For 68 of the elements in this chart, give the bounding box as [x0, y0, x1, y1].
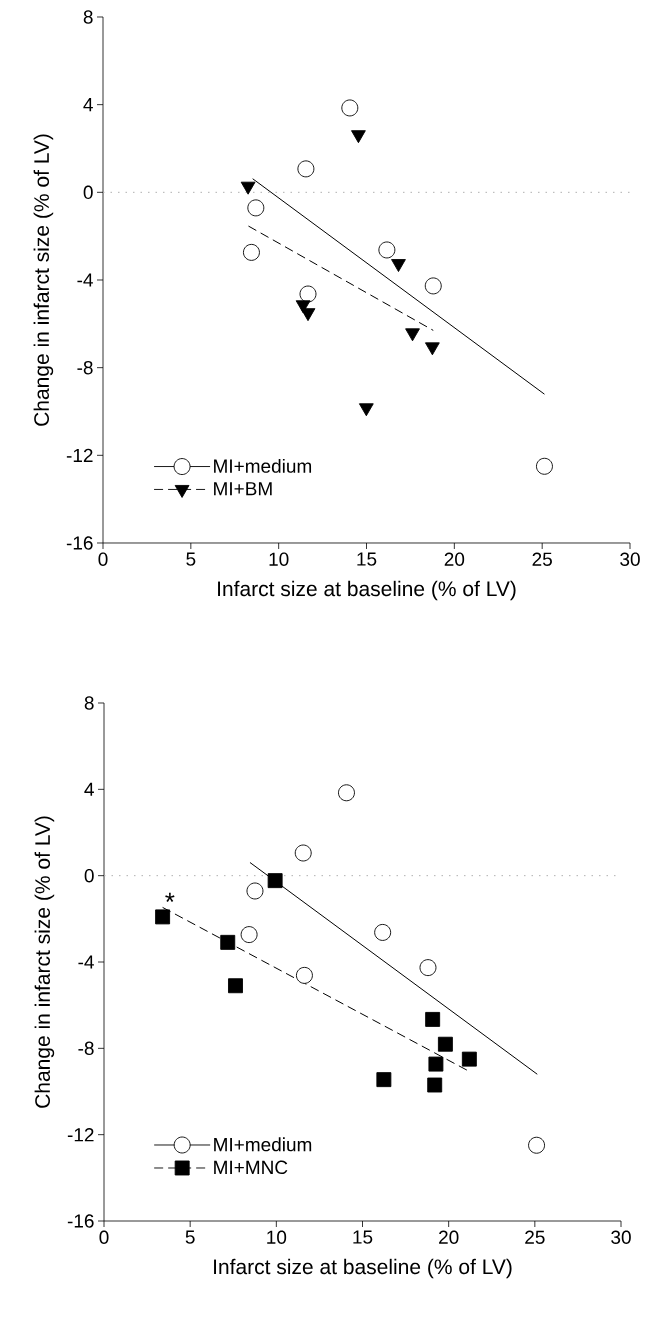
y-tick-label: -8 [78, 1041, 94, 1056]
point [391, 259, 406, 272]
point [338, 784, 355, 802]
point [419, 959, 437, 977]
x-tick-label: 25 [525, 1230, 545, 1244]
point [425, 342, 440, 356]
y-tick-label: -4 [78, 955, 94, 969]
y-tick-label: 0 [83, 185, 93, 200]
point [358, 403, 374, 417]
point [242, 243, 260, 261]
y-tick-label: 8 [83, 10, 93, 24]
point [378, 241, 396, 259]
point [528, 1136, 546, 1154]
y-tick-label: 8 [84, 696, 94, 710]
x-tick-label: 0 [99, 1230, 109, 1244]
annotation: * [165, 892, 175, 902]
x-tick-label: 30 [620, 552, 640, 566]
x-tick-label: 15 [353, 1230, 373, 1244]
x-tick-label: 20 [439, 1230, 459, 1244]
point [299, 285, 317, 303]
x-tick-label: 5 [185, 1230, 195, 1244]
point [228, 978, 243, 994]
point [437, 1036, 453, 1052]
x-tick-label: 15 [357, 552, 377, 566]
x-tick-label: 5 [186, 552, 196, 566]
point [461, 1051, 477, 1067]
point [297, 160, 315, 178]
point [424, 277, 442, 295]
y-tick-label: -12 [67, 1128, 94, 1142]
point [240, 181, 256, 195]
y-tick-label: 4 [84, 782, 94, 796]
point [294, 844, 312, 862]
legend-label: MI+medium [214, 1137, 312, 1152]
point [341, 99, 359, 117]
point [247, 199, 265, 217]
x-axis-title: Infarct size at baseline (% of LV) [218, 580, 516, 601]
y-tick-label: -16 [66, 536, 93, 550]
y-tick-label: -12 [66, 448, 93, 462]
point [374, 923, 392, 941]
point [425, 1011, 441, 1027]
x-tick-label: 20 [444, 552, 465, 566]
x-axis-title: Infarct size at baseline (% of LV) [214, 1258, 512, 1279]
y-tick-label: 0 [84, 868, 94, 883]
x-tick-label: 25 [532, 552, 552, 566]
point [405, 328, 420, 342]
y-tick-label: -16 [67, 1214, 94, 1228]
legend-label: MI+BM [214, 482, 272, 496]
point [155, 909, 171, 925]
legend-label: MI+medium [214, 458, 312, 473]
x-tick-label: 0 [98, 552, 108, 566]
x-tick-label: 10 [269, 552, 289, 566]
point [246, 882, 264, 900]
y-tick-label: 4 [83, 98, 93, 112]
point [240, 926, 258, 944]
point [267, 873, 283, 889]
y-axis-title: Change in infarct size (% of LV) [34, 816, 55, 1108]
y-axis-title: Change in infarct size (% of LV) [33, 134, 54, 426]
point [376, 1072, 392, 1088]
point [220, 934, 236, 950]
point [428, 1056, 444, 1072]
legend-label: MI+MNC [214, 1160, 288, 1175]
point [295, 966, 313, 984]
x-tick-label: 10 [267, 1230, 287, 1244]
x-tick-label: 30 [611, 1230, 631, 1244]
point [427, 1077, 443, 1093]
point [300, 308, 316, 322]
y-tick-label: -4 [77, 273, 93, 287]
y-tick-label: -8 [77, 360, 93, 375]
